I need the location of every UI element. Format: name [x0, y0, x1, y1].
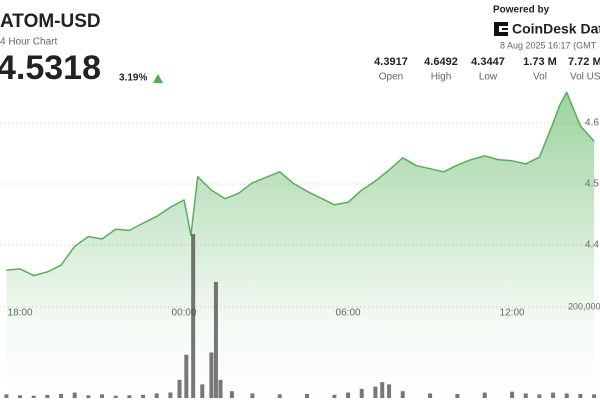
volume-bar: [127, 395, 132, 398]
volume-bar: [277, 394, 282, 398]
price-line: [6, 91, 595, 277]
stat-value: 4.3917: [374, 56, 408, 68]
volume-bar: [200, 384, 205, 398]
volume-bar: [592, 394, 597, 398]
subtitle: 4 Hour Chart: [0, 37, 57, 48]
volume-bar: [154, 393, 159, 398]
volume-bar: [86, 395, 91, 398]
volume-bar: [218, 379, 223, 398]
volume-bar: [4, 394, 9, 398]
volume-bar: [31, 395, 36, 398]
volume-bar: [72, 392, 77, 398]
volume-bar: [346, 392, 351, 398]
y-tick-label: 4.6: [585, 118, 599, 129]
timestamp: 8 Aug 2025 16:17 (GMT: [500, 40, 597, 50]
volume-bar: [59, 393, 64, 398]
volume-bar: [537, 394, 542, 398]
volume-bar: [428, 393, 433, 398]
volume-bar: [359, 388, 364, 398]
plot: 4.44.54.6200,00018:0000:0006:0012:00: [0, 91, 600, 400]
stat-label: Low: [479, 72, 498, 83]
volume-bar: [184, 354, 189, 398]
volume-bar: [213, 281, 218, 398]
powered-by: Powered by: [493, 5, 550, 16]
stats: 4.3917 Open 4.6492 High 4.3447 Low 1.73 M Vol 7.…: [374, 56, 600, 83]
volume-bar: [113, 395, 118, 398]
volume-bar: [305, 393, 310, 398]
volume-bar: [400, 391, 405, 398]
volume-bar: [387, 384, 392, 398]
price: 4.5318: [0, 49, 101, 87]
price-area: [6, 92, 595, 400]
volume-bar: [100, 394, 105, 398]
stat-label: Vol: [533, 72, 547, 83]
volume-bar: [551, 392, 556, 398]
stat-label: High: [431, 72, 452, 83]
volume-bar: [18, 395, 23, 398]
stat-value: 1.73 M: [523, 56, 557, 68]
volume-bar: [455, 393, 460, 398]
stat-value: 4.6492: [424, 56, 458, 68]
volume-bar: [523, 393, 528, 398]
stat-label: Open: [379, 72, 403, 83]
volume-bar: [209, 352, 214, 398]
volume-bar: [578, 393, 583, 398]
brand: CoinDesk Dat: [512, 21, 600, 37]
volume-bar: [168, 392, 173, 398]
volume-bar: [250, 393, 255, 398]
volume-bar: [45, 394, 50, 398]
volume-bar: [510, 391, 515, 398]
volume-bar: [141, 394, 146, 398]
volume-bar: [191, 234, 196, 398]
volume-bar: [177, 379, 182, 398]
volume-bar: [482, 392, 487, 398]
brand-logo: [494, 22, 508, 36]
symbol: ATOM-USD: [0, 11, 101, 32]
up-arrow: [153, 74, 163, 83]
volume-bar: [380, 382, 385, 398]
volume-bar: [229, 391, 234, 398]
volume-bar: [564, 393, 569, 398]
volume-bar: [332, 394, 337, 398]
change: 3.19%: [119, 73, 147, 84]
volume-bar: [373, 386, 378, 398]
stat-value: 7.72 M: [568, 56, 600, 68]
stat-value: 4.3447: [471, 56, 505, 68]
stat-label: Vol US: [570, 72, 600, 83]
